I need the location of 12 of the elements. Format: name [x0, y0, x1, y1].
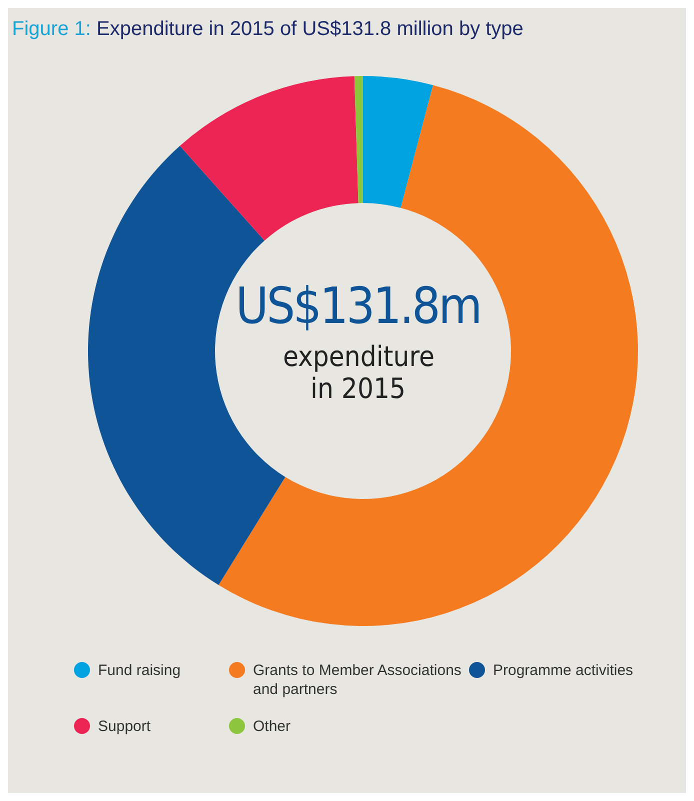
chart-title: Figure 1: Expenditure in 2015 of US$131.8 million by type: [11, 17, 524, 41]
text: expenditure in 2015: [283, 340, 434, 405]
legend-label: Fund raising: [98, 661, 181, 680]
donut-slice: [218, 85, 638, 626]
legend-label: Support: [98, 717, 151, 736]
donut-slice: [354, 76, 363, 204]
legend-label: Other: [253, 717, 291, 736]
legend-label: Grants to Member Associations and partners: [253, 661, 462, 699]
legend-label: Programme activities: [493, 661, 634, 680]
donut-slice: [180, 76, 358, 241]
donut-slice: [363, 76, 434, 208]
text: US$131.8m: [234, 276, 482, 337]
